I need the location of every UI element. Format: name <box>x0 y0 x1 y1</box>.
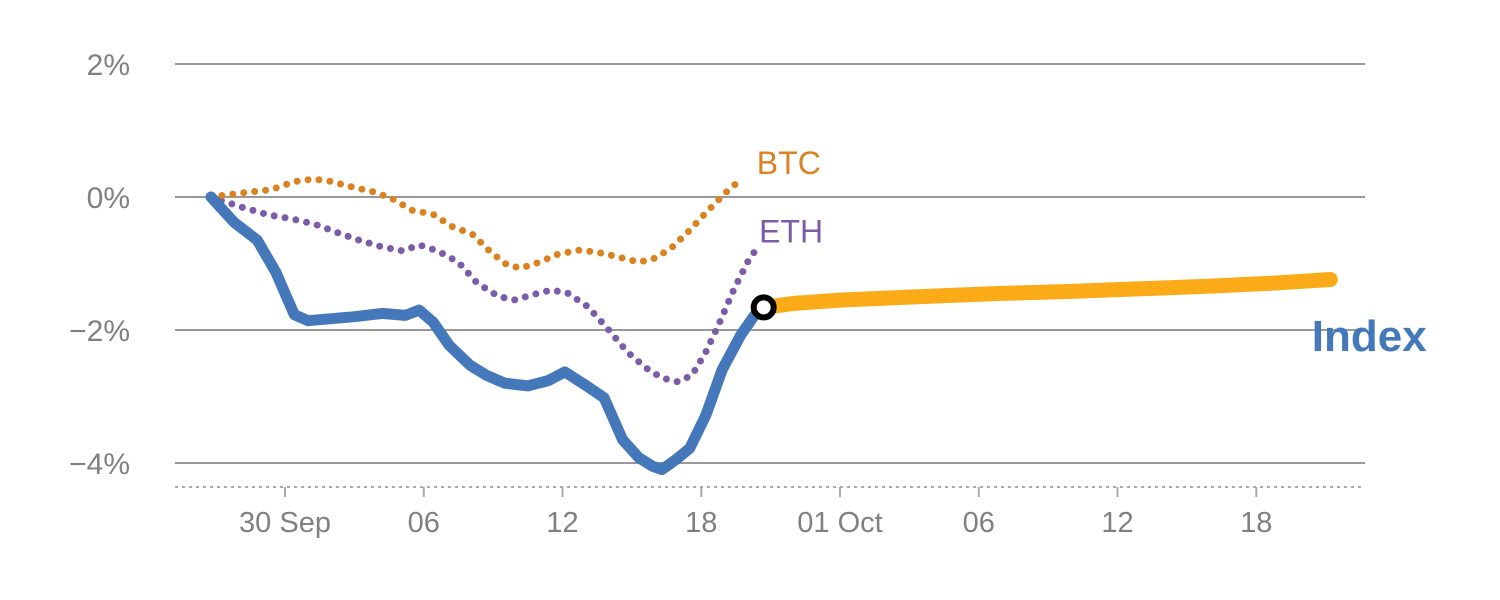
index-forecast-line <box>756 272 1338 315</box>
series-label-index: Index <box>1312 312 1427 361</box>
y-tick-label: 2% <box>87 49 130 82</box>
series-label-btc: BTC <box>757 145 821 181</box>
x-tick-label: 12 <box>546 507 578 539</box>
series-label-eth: ETH <box>759 214 823 250</box>
x-tick-label: 30 Sep <box>239 507 331 539</box>
x-tick-label: 18 <box>1240 507 1272 539</box>
y-tick-label: 0% <box>87 182 130 215</box>
x-tick-label: 18 <box>685 507 717 539</box>
eth-line <box>207 193 761 386</box>
y-tick-label: −4% <box>69 448 130 481</box>
index-line <box>205 191 770 476</box>
x-tick-label: 01 Oct <box>797 507 882 539</box>
x-tick-label: 06 <box>963 507 995 539</box>
x-tick-label: 06 <box>408 507 440 539</box>
x-tick-label: 12 <box>1101 507 1133 539</box>
btc-line <box>207 175 745 272</box>
y-tick-label: −2% <box>69 315 130 348</box>
forecast-start-point-marker <box>750 294 777 321</box>
